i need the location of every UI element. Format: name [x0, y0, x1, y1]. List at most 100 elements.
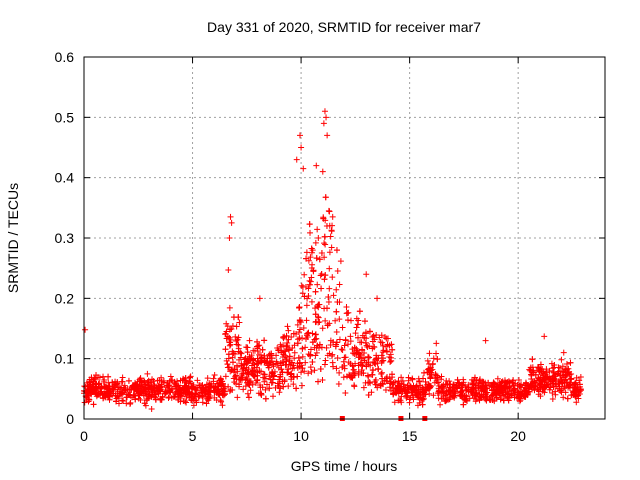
data-point — [290, 381, 297, 388]
data-point — [571, 381, 578, 388]
data-point — [85, 396, 92, 403]
data-point — [369, 371, 376, 378]
data-point — [356, 308, 363, 315]
data-point — [427, 384, 434, 391]
data-point — [307, 278, 314, 285]
data-point — [379, 375, 386, 382]
data-point — [298, 282, 305, 289]
data-point — [333, 247, 340, 254]
data-point — [328, 227, 335, 234]
data-point — [515, 377, 522, 384]
data-point — [332, 317, 339, 324]
data-point — [409, 375, 416, 382]
data-point — [353, 350, 360, 357]
data-point — [308, 274, 315, 281]
data-point — [277, 373, 284, 380]
data-point — [321, 361, 328, 368]
data-point — [334, 298, 341, 305]
data-point — [276, 389, 283, 396]
data-point — [361, 349, 368, 356]
data-point — [296, 335, 303, 342]
data-point — [181, 398, 188, 405]
data-point — [262, 395, 269, 402]
data-point — [204, 375, 211, 382]
data-point — [501, 385, 508, 392]
data-point — [305, 329, 312, 336]
data-point — [313, 335, 320, 342]
data-point — [439, 386, 446, 393]
x-tick-label: 15 — [402, 428, 418, 444]
data-point — [355, 362, 362, 369]
data-point — [219, 402, 226, 409]
data-point — [236, 381, 243, 388]
data-point — [225, 351, 232, 358]
data-point — [389, 346, 396, 353]
data-point — [421, 369, 428, 376]
data-point — [309, 261, 316, 268]
data-point — [498, 379, 505, 386]
data-point — [351, 383, 358, 390]
data-point — [365, 391, 372, 398]
data-point — [562, 366, 569, 373]
data-point — [285, 336, 292, 343]
data-point — [269, 370, 276, 377]
data-point — [226, 339, 233, 346]
data-point — [469, 380, 476, 387]
data-point — [468, 388, 475, 395]
data-point — [258, 390, 265, 397]
data-point — [373, 331, 380, 338]
data-point — [285, 366, 292, 373]
x-tick-label: 20 — [510, 428, 526, 444]
data-point — [199, 399, 206, 406]
data-point — [256, 295, 263, 302]
data-point — [422, 378, 429, 385]
data-point — [541, 333, 548, 340]
data-point — [575, 392, 582, 399]
data-point — [229, 387, 236, 394]
data-point — [136, 392, 143, 399]
data-point — [367, 362, 374, 369]
data-point — [121, 387, 128, 394]
data-point — [413, 391, 420, 398]
data-point — [536, 368, 543, 375]
data-point — [365, 379, 372, 386]
data-point — [332, 343, 339, 350]
data-point — [324, 132, 331, 139]
data-point — [357, 359, 364, 366]
data-point — [312, 331, 319, 338]
data-point — [339, 324, 346, 331]
data-point — [236, 376, 243, 383]
data-point — [307, 254, 314, 261]
data-point — [550, 383, 557, 390]
data-point — [343, 304, 350, 311]
data-point — [218, 398, 225, 405]
data-point — [336, 281, 343, 288]
data-point — [416, 399, 423, 406]
axis-ticks: 0 0.1 0.2 0.3 0.4 0.5 0.6 0 5 10 15 20 — [55, 49, 605, 444]
data-point — [420, 375, 427, 382]
data-point — [261, 371, 268, 378]
data-point — [305, 370, 312, 377]
data-point — [266, 385, 273, 392]
data-point — [330, 292, 337, 299]
data-point — [149, 376, 156, 383]
data-point — [251, 364, 258, 371]
data-point — [326, 249, 333, 256]
data-point — [358, 366, 365, 373]
data-point — [496, 384, 503, 391]
data-point — [114, 380, 121, 387]
data-point — [549, 396, 556, 403]
data-point — [532, 382, 539, 389]
data-point — [164, 380, 171, 387]
data-point — [360, 384, 367, 391]
data-point — [132, 392, 139, 399]
data-point — [298, 144, 305, 151]
data-point — [281, 348, 288, 355]
data-point — [342, 354, 349, 361]
data-point — [435, 388, 442, 395]
data-point — [211, 387, 218, 394]
data-point — [254, 360, 261, 367]
data-point — [403, 392, 410, 399]
data-point — [299, 365, 306, 372]
data-point — [138, 377, 145, 384]
